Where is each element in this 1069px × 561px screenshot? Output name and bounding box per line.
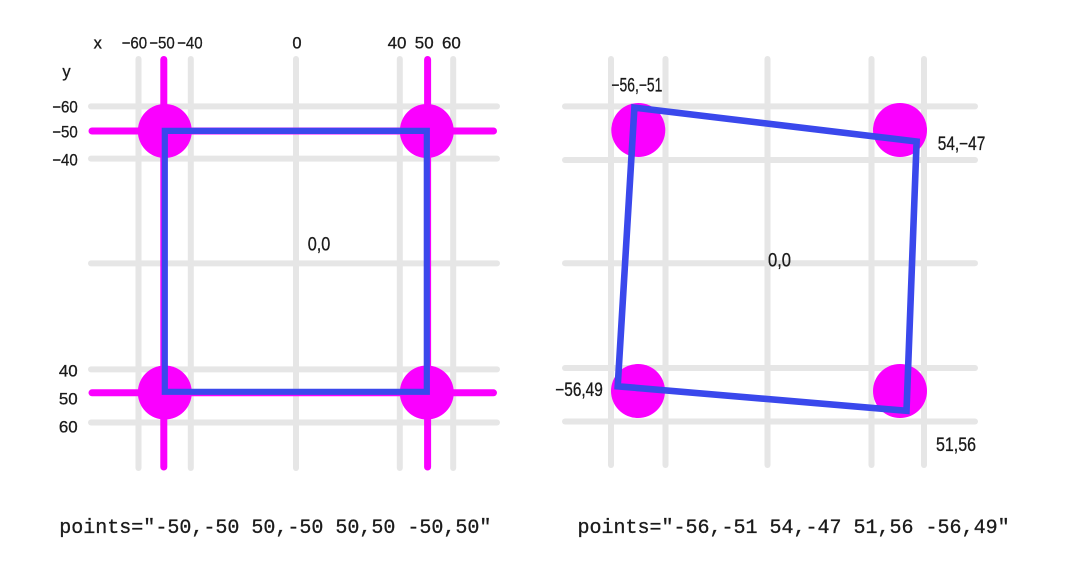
svg-text:−60: −60 <box>122 34 148 52</box>
svg-text:−50: −50 <box>149 34 175 52</box>
svg-text:0,0: 0,0 <box>768 250 791 272</box>
svg-text:−40: −40 <box>177 34 203 52</box>
svg-text:54,−47: 54,−47 <box>938 134 986 155</box>
svg-text:points="-50,-50 50,-50 50,50 -: points="-50,-50 50,-50 50,50 -50,50" <box>59 517 491 540</box>
svg-text:−56,−51: −56,−51 <box>611 76 662 97</box>
svg-text:50: 50 <box>415 34 434 52</box>
svg-text:40: 40 <box>59 363 78 381</box>
svg-text:50: 50 <box>59 391 78 409</box>
svg-text:51,56: 51,56 <box>936 435 976 456</box>
svg-text:x: x <box>94 34 103 52</box>
svg-text:0,0: 0,0 <box>308 234 331 256</box>
svg-text:−40: −40 <box>52 152 78 170</box>
svg-text:y: y <box>62 63 71 81</box>
svg-text:60: 60 <box>442 34 461 52</box>
svg-text:−60: −60 <box>52 99 78 117</box>
svg-text:−50: −50 <box>52 124 78 142</box>
svg-text:60: 60 <box>59 418 78 436</box>
svg-text:−56,49: −56,49 <box>555 380 603 401</box>
svg-text:0: 0 <box>292 34 301 52</box>
svg-text:points="-56,-51 54,-47 51,56 -: points="-56,-51 54,-47 51,56 -56,49" <box>578 517 1010 540</box>
svg-text:40: 40 <box>388 34 407 52</box>
